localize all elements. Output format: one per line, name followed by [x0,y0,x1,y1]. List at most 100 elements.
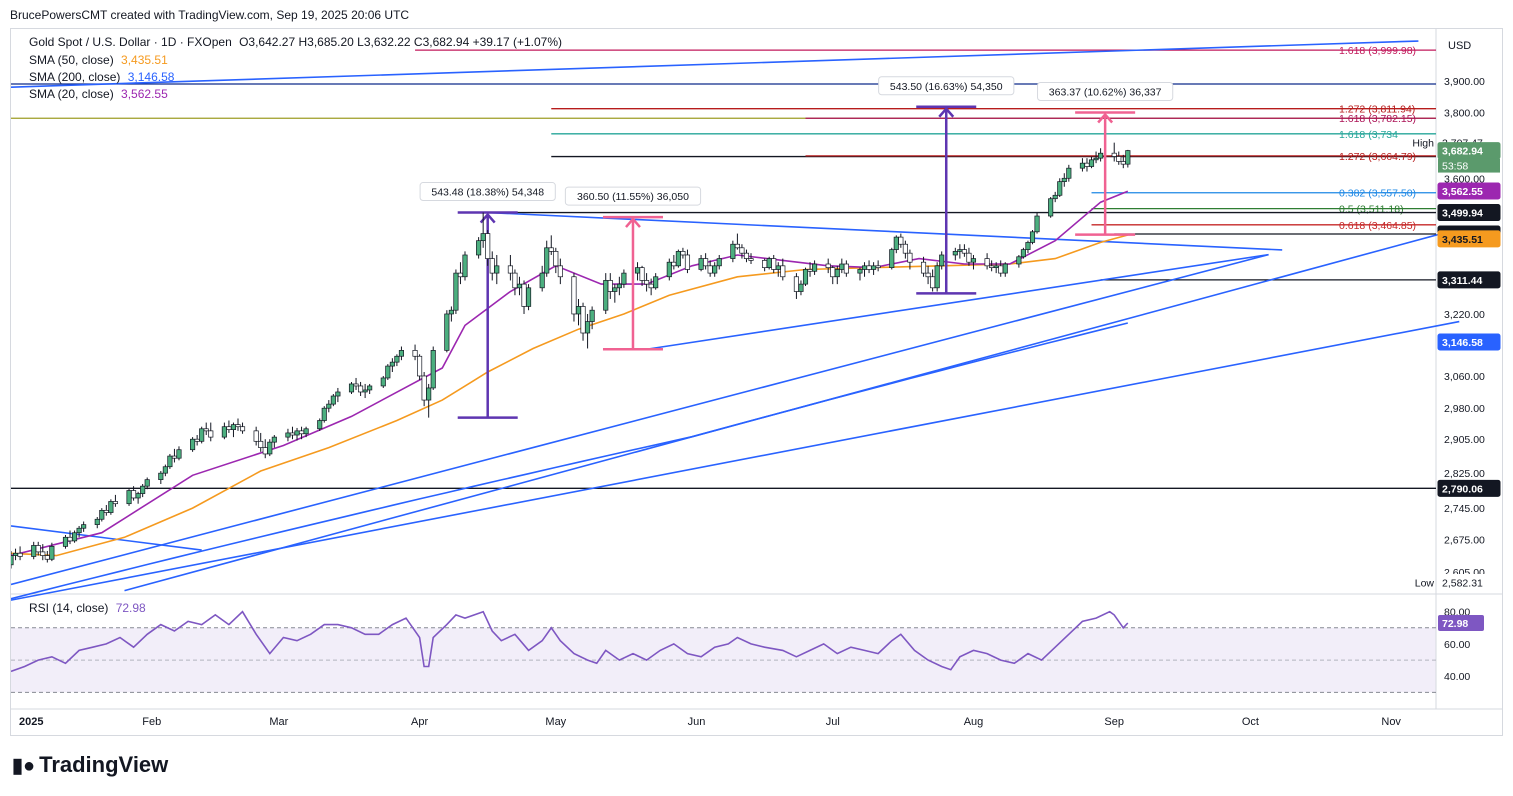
candle-body[interactable] [289,432,296,436]
candle-body[interactable] [230,424,237,430]
candle-body[interactable] [330,395,336,405]
candle-body[interactable] [993,265,999,268]
candle-body[interactable] [898,236,904,245]
candle-body[interactable] [925,272,931,278]
candle-body[interactable] [1125,150,1131,165]
candle-body[interactable] [1016,256,1022,265]
candle-body[interactable] [512,272,518,289]
candle-body[interactable] [825,263,831,268]
candle-body[interactable] [135,493,141,499]
candle-body[interactable] [1057,181,1063,196]
candle-body[interactable] [140,485,146,494]
candle-body[interactable] [989,265,995,268]
candle-body[interactable] [984,258,990,267]
candle-body[interactable] [966,252,972,263]
trend-line[interactable] [11,253,1269,586]
candle-body[interactable] [798,283,804,292]
candle-body[interactable] [907,252,913,263]
candle-body[interactable] [367,385,373,391]
candle-body[interactable] [1079,162,1085,169]
candle-body[interactable] [812,263,818,272]
candle-body[interactable] [793,276,799,292]
candle-body[interactable] [930,276,936,289]
candle-body[interactable] [171,455,177,459]
price-chart[interactable]: 1.618 (3,999.98)1.272 (3,811.94)1.618 (3… [11,29,1502,735]
candle-body[interactable] [444,313,450,351]
candle-body[interactable] [40,551,46,556]
candle-body[interactable] [766,258,772,268]
candle-body[interactable] [612,287,618,292]
candle-body[interactable] [158,472,164,481]
candle-body[interactable] [67,536,73,542]
candle-body[interactable] [358,385,364,393]
candle-body[interactable] [762,260,768,268]
candle-body[interactable] [544,247,550,274]
candle-body[interactable] [430,350,436,389]
candle-body[interactable] [607,280,613,292]
candle-body[interactable] [1025,242,1031,250]
candle-body[interactable] [462,254,468,278]
trend-line[interactable] [646,253,1269,351]
candle-body[interactable] [167,455,173,468]
candle-body[interactable] [680,251,686,256]
candle-body[interactable] [1052,194,1058,200]
candle-body[interactable] [1002,263,1008,274]
candle-body[interactable] [507,265,513,274]
candle-body[interactable] [871,265,877,270]
candle-body[interactable] [194,438,200,442]
candle-body[interactable] [394,355,400,363]
candle-body[interactable] [1084,162,1090,167]
rsi-legend[interactable]: RSI (14, close) 72.98 [29,601,146,615]
candle-body[interactable] [494,265,500,274]
candle-body[interactable] [807,269,813,272]
candle-body[interactable] [389,361,395,367]
candle-body[interactable] [412,350,418,357]
rsi-line[interactable] [11,610,1129,673]
candle-body[interactable] [362,389,368,393]
candle-body[interactable] [952,251,958,256]
candle-body[interactable] [1020,249,1026,258]
candle-body[interactable] [739,247,745,254]
candle-body[interactable] [939,254,945,267]
candle-body[interactable] [1048,198,1054,217]
trend-line[interactable] [11,320,1460,601]
candle-body[interactable] [802,269,809,285]
candle-body[interactable] [421,375,427,401]
candle-body[interactable] [1034,215,1040,233]
candle-body[interactable] [49,546,55,560]
candle-body[interactable] [957,249,963,252]
candle-body[interactable] [839,263,845,270]
chart-frame[interactable]: 1.618 (3,999.98) 1.272 (3,811.94) 1.618 (3… [10,28,1503,736]
tradingview-logo[interactable]: ▮● TradingView [12,752,168,778]
candle-body[interactable] [239,426,246,432]
candle-body[interactable] [771,258,777,270]
candle-body[interactable] [889,249,895,268]
candle-body[interactable] [548,247,554,252]
candle-body[interactable] [589,309,595,322]
candle-body[interactable] [557,265,563,278]
trend-line[interactable] [11,40,1419,88]
candle-body[interactable] [780,265,786,278]
candle-body[interactable] [830,267,836,278]
candle-body[interactable] [539,272,545,289]
candle-body[interactable] [748,258,754,261]
candle-body[interactable] [703,258,709,267]
candle-body[interactable] [875,265,881,268]
candle-body[interactable] [253,430,259,442]
candle-body[interactable] [675,251,681,267]
candle-body[interactable] [453,272,459,311]
candle-body[interactable] [526,287,532,307]
candle-body[interactable] [31,545,37,557]
candle-body[interactable] [585,321,591,334]
candle-body[interactable] [262,447,268,455]
candle-body[interactable] [902,243,908,254]
sma50-legend[interactable]: SMA (50, close) 3,435.51 [29,53,168,67]
candle-body[interactable] [698,258,704,270]
sma50-line[interactable] [11,234,1129,557]
candle-body[interactable] [294,430,300,436]
candle-body[interactable] [648,283,654,289]
candle-body[interactable] [348,383,355,393]
candle-body[interactable] [857,269,863,274]
candle-body[interactable] [226,426,232,430]
candle-body[interactable] [684,254,691,270]
